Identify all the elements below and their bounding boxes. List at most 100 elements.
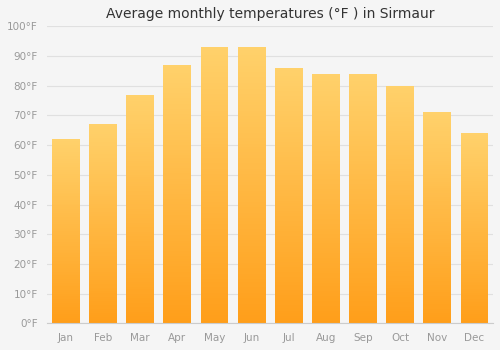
Bar bbox=[200, 213, 228, 216]
Bar bbox=[52, 189, 80, 191]
Bar bbox=[275, 121, 302, 124]
Bar bbox=[349, 296, 377, 299]
Bar bbox=[164, 256, 192, 259]
Bar bbox=[312, 264, 340, 266]
Bar bbox=[460, 228, 488, 230]
Bar bbox=[312, 174, 340, 176]
Bar bbox=[200, 75, 228, 77]
Bar bbox=[52, 279, 80, 281]
Bar bbox=[52, 205, 80, 207]
Bar bbox=[275, 160, 302, 162]
Bar bbox=[238, 282, 266, 285]
Bar bbox=[89, 220, 117, 222]
Bar bbox=[89, 158, 117, 160]
Bar bbox=[424, 148, 452, 150]
Bar bbox=[200, 290, 228, 293]
Bar bbox=[460, 137, 488, 139]
Bar bbox=[164, 272, 192, 274]
Bar bbox=[349, 306, 377, 308]
Bar bbox=[460, 261, 488, 262]
Bar bbox=[424, 211, 452, 214]
Bar bbox=[275, 188, 302, 190]
Bar bbox=[386, 302, 414, 304]
Bar bbox=[126, 264, 154, 266]
Bar bbox=[349, 144, 377, 146]
Bar bbox=[52, 196, 80, 198]
Bar bbox=[52, 147, 80, 148]
Bar bbox=[312, 281, 340, 284]
Bar bbox=[164, 313, 192, 316]
Bar bbox=[52, 215, 80, 217]
Bar bbox=[275, 306, 302, 308]
Bar bbox=[275, 221, 302, 224]
Bar bbox=[126, 305, 154, 307]
Bar bbox=[126, 300, 154, 303]
Bar bbox=[460, 158, 488, 160]
Bar bbox=[52, 207, 80, 209]
Bar bbox=[164, 277, 192, 279]
Bar bbox=[424, 273, 452, 275]
Bar bbox=[460, 295, 488, 297]
Bar bbox=[275, 101, 302, 104]
Bar bbox=[386, 88, 414, 90]
Bar bbox=[164, 295, 192, 298]
Bar bbox=[200, 172, 228, 174]
Bar bbox=[349, 126, 377, 129]
Bar bbox=[200, 105, 228, 108]
Bar bbox=[238, 108, 266, 111]
Bar bbox=[126, 156, 154, 159]
Bar bbox=[164, 111, 192, 114]
Bar bbox=[126, 273, 154, 275]
Bar bbox=[424, 167, 452, 169]
Bar bbox=[424, 218, 452, 220]
Bar bbox=[349, 246, 377, 248]
Bar bbox=[238, 91, 266, 94]
Bar bbox=[424, 119, 452, 121]
Bar bbox=[460, 266, 488, 268]
Bar bbox=[126, 223, 154, 225]
Bar bbox=[89, 313, 117, 315]
Bar bbox=[52, 316, 80, 318]
Bar bbox=[164, 171, 192, 174]
Bar bbox=[386, 121, 414, 124]
Bar bbox=[275, 265, 302, 267]
Bar bbox=[238, 69, 266, 72]
Bar bbox=[312, 109, 340, 111]
Bar bbox=[200, 77, 228, 80]
Bar bbox=[424, 285, 452, 287]
Bar bbox=[460, 217, 488, 219]
Bar bbox=[126, 182, 154, 184]
Bar bbox=[386, 159, 414, 162]
Bar bbox=[275, 175, 302, 178]
Bar bbox=[200, 243, 228, 246]
Bar bbox=[312, 271, 340, 273]
Bar bbox=[200, 130, 228, 133]
Bar bbox=[89, 280, 117, 281]
Bar bbox=[349, 318, 377, 321]
Bar bbox=[424, 309, 452, 311]
Bar bbox=[89, 172, 117, 174]
Bar bbox=[349, 79, 377, 81]
Bar bbox=[164, 259, 192, 261]
Bar bbox=[312, 121, 340, 124]
Bar bbox=[89, 292, 117, 294]
Bar bbox=[312, 308, 340, 311]
Bar bbox=[164, 238, 192, 241]
Bar bbox=[238, 312, 266, 315]
Bar bbox=[200, 166, 228, 169]
Bar bbox=[312, 94, 340, 96]
Bar bbox=[349, 299, 377, 301]
Bar bbox=[312, 204, 340, 206]
Bar bbox=[460, 194, 488, 196]
Bar bbox=[200, 249, 228, 252]
Bar bbox=[460, 148, 488, 150]
Bar bbox=[126, 246, 154, 248]
Bar bbox=[238, 299, 266, 301]
Bar bbox=[89, 174, 117, 176]
Bar bbox=[424, 203, 452, 205]
Bar bbox=[200, 102, 228, 105]
Bar bbox=[349, 216, 377, 218]
Bar bbox=[275, 170, 302, 173]
Bar bbox=[424, 292, 452, 294]
Bar bbox=[349, 124, 377, 126]
